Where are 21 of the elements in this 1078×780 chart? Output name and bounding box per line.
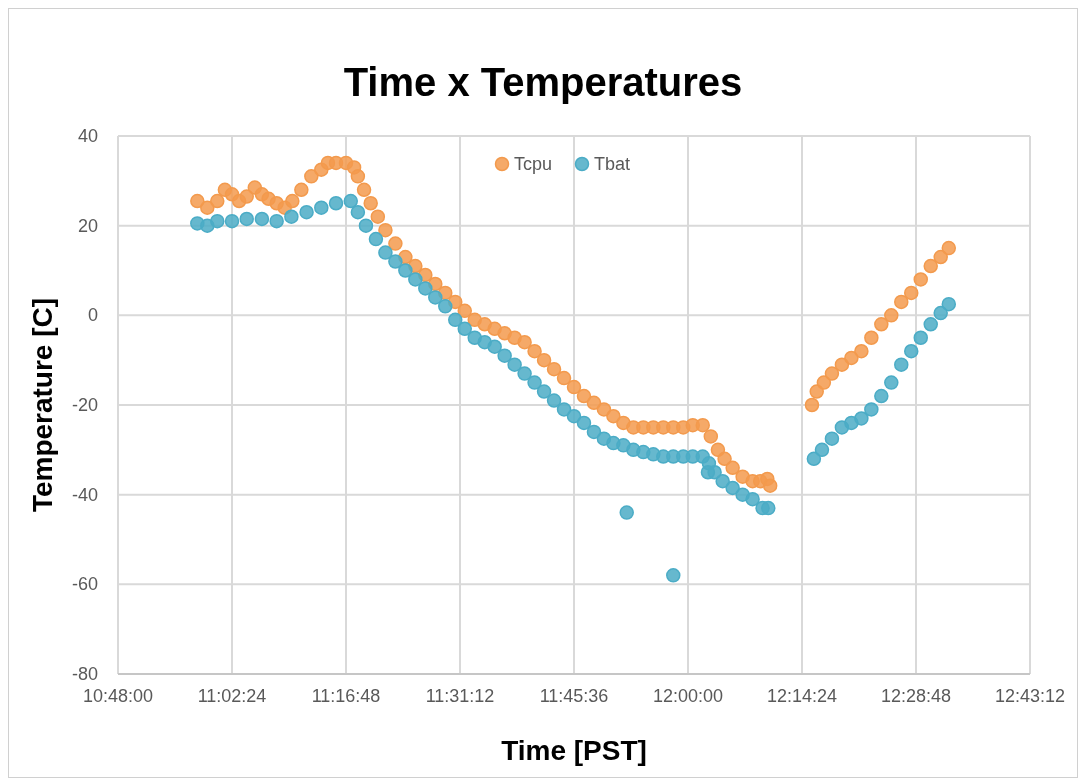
y-tick-label: -80 — [71, 664, 98, 684]
x-tick-label: 11:31:12 — [425, 686, 495, 706]
legend-label: Tbat — [594, 154, 631, 174]
y-tick-label: 40 — [77, 126, 98, 146]
y-axis-title: Temperature [C] — [27, 297, 58, 513]
legend-label: Tcpu — [514, 154, 553, 174]
y-tick-label: -20 — [71, 395, 98, 415]
y-tick-label: 0 — [87, 305, 98, 326]
chart-title: Time x Temperatures — [343, 60, 743, 104]
x-tick-label: 12:28:48 — [880, 686, 952, 706]
x-tick-label: 12:14:24 — [766, 686, 838, 706]
x-tick-label: 10:48:00 — [82, 686, 154, 706]
y-tick-label: 20 — [77, 215, 98, 236]
y-tick-label: -40 — [71, 484, 98, 505]
x-tick-label: 11:45:36 — [539, 686, 609, 706]
x-axis-title: Time [PST] — [501, 735, 647, 766]
y-tick-label: -60 — [71, 574, 98, 595]
x-tick-label: 12:43:12 — [994, 686, 1066, 706]
x-tick-label: 12:00:00 — [652, 686, 724, 706]
x-tick-label: 11:02:24 — [197, 686, 267, 706]
x-tick-label: 11:16:48 — [311, 686, 381, 706]
